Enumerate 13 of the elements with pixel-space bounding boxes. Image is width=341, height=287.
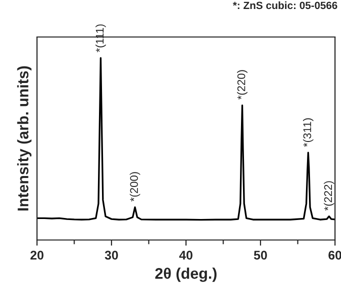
x-tick-label: 40 xyxy=(179,250,192,260)
x-tick-label: 20 xyxy=(30,250,44,260)
x-tick-label: 60 xyxy=(328,250,341,260)
x-tick-label: 30 xyxy=(104,250,118,260)
annotation: *(111) xyxy=(96,24,106,52)
text: *: ZnS cubic: 05-0566 xyxy=(232,1,338,10)
annotation: *(200) xyxy=(130,172,140,202)
annotation: *(220) xyxy=(237,70,248,100)
annotation: *(311) xyxy=(303,118,314,147)
x-tick-label: 50 xyxy=(254,250,267,260)
annotation: *(222) xyxy=(324,181,334,211)
x-axis-title: 2θ (deg.) xyxy=(155,268,217,282)
y-axis-title: Intensity (arb. units) xyxy=(17,66,32,210)
